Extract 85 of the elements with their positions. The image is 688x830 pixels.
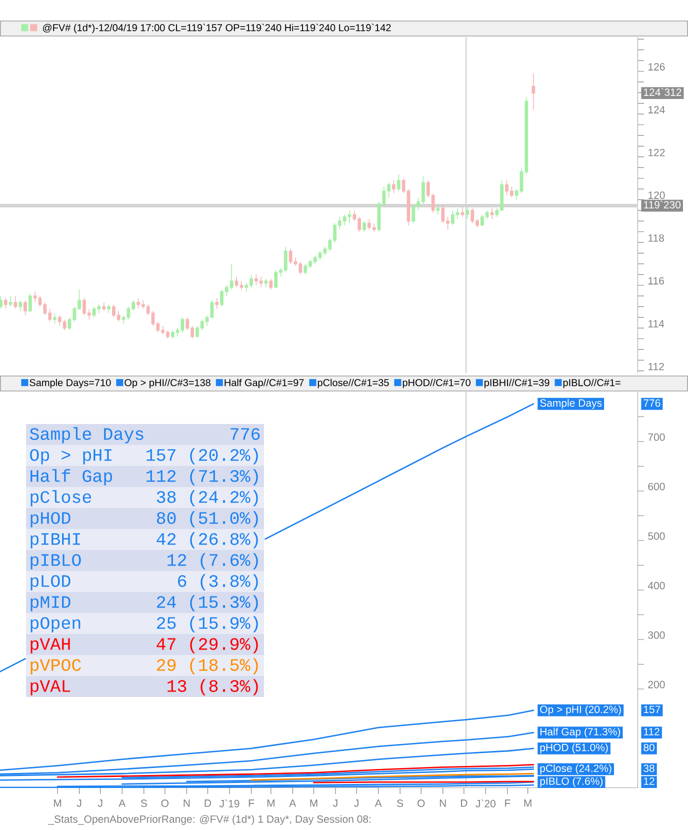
text: 157 bbox=[644, 706, 660, 714]
annotation: pVAH bbox=[30, 638, 70, 654]
x-tick-label: M bbox=[310, 800, 318, 807]
y-tick-label: 124 bbox=[648, 106, 665, 114]
annotation: 80 (51.0%) bbox=[156, 511, 258, 528]
annotation: pHOD bbox=[30, 512, 70, 528]
text: 80 bbox=[644, 744, 654, 752]
annotation: pIBLO bbox=[30, 554, 81, 570]
text: 38 bbox=[644, 764, 654, 772]
x-tick-label: A bbox=[374, 800, 382, 807]
x-tick-label: M bbox=[524, 800, 532, 807]
y-tick-label: 114 bbox=[648, 320, 664, 328]
x-tick-label: N bbox=[440, 800, 446, 807]
annotation: pClose bbox=[30, 490, 92, 506]
annotation: 38 (24.2%) bbox=[156, 490, 258, 506]
y-tick-label: 400 bbox=[648, 582, 665, 590]
annotation: 13 (8.3%) bbox=[168, 679, 258, 696]
annotation: 12 (7.6%) bbox=[168, 553, 258, 570]
y-tick-label: 200 bbox=[648, 680, 665, 688]
annotation: Op > pHI bbox=[30, 449, 112, 464]
annotation: 42 (26.8%) bbox=[156, 532, 258, 548]
text: 124`312 bbox=[644, 88, 682, 96]
text: 12 bbox=[644, 777, 654, 785]
chart-title: @FV# (1d*)-12/04/19 17:00 CL=119`157 OP=119`240 Hi=119`240 Lo=119`142 bbox=[42, 24, 391, 34]
text: pClose//C#1=35 bbox=[318, 378, 389, 388]
annotation: 157 (20.2%) bbox=[146, 448, 258, 464]
text: pIBHI//C#1=39 bbox=[484, 378, 550, 388]
x-tick-label: M bbox=[54, 800, 62, 807]
series-label: Sample Days bbox=[540, 399, 602, 409]
y-tick-label: 116 bbox=[648, 277, 664, 285]
annotation: Sample Days bbox=[30, 427, 144, 444]
x-tick-label: N bbox=[184, 800, 190, 807]
legend-label: Op > pHI (20.2%) bbox=[540, 705, 621, 716]
text: Op > pHI//C#3=138 bbox=[124, 378, 210, 388]
annotation: 776 bbox=[230, 428, 260, 440]
text: _Stats_OpenAbovePriorRange: @FV# (1d*) 1 Day*, Day Session 08: bbox=[48, 815, 370, 825]
annotation: 29 (18.5%) bbox=[157, 658, 258, 674]
text: pHOD//C#1=70 bbox=[402, 378, 470, 388]
y-tick-label: 118 bbox=[648, 234, 664, 242]
series-label: pHOD (51.0%) bbox=[540, 744, 608, 754]
annotation: pOpen bbox=[30, 617, 80, 632]
y-tick-label: 120 bbox=[648, 192, 665, 199]
x-tick-label: J bbox=[333, 800, 338, 807]
x-tick-label: S bbox=[397, 800, 404, 807]
y-tick-label: 600 bbox=[648, 482, 665, 490]
annotation: Half Gap bbox=[30, 469, 112, 486]
x-tick-label: O bbox=[418, 800, 425, 807]
text: Sample Days=710 bbox=[30, 378, 111, 388]
x-tick-label: J`20 bbox=[476, 800, 496, 808]
x-tick-label: J`19 bbox=[219, 800, 240, 808]
x-tick-label: M bbox=[267, 800, 274, 807]
y-tick-label: 112 bbox=[648, 362, 664, 370]
series-label: pClose (24.2%) bbox=[540, 764, 612, 774]
annotation: pVPOC bbox=[30, 659, 81, 674]
y-tick-label: 126 bbox=[648, 63, 665, 71]
x-tick-label: S bbox=[140, 800, 147, 807]
annotation: 25 (15.9%) bbox=[157, 616, 258, 632]
x-tick-label: A bbox=[118, 800, 126, 807]
x-tick-label: F bbox=[505, 800, 510, 807]
x-tick-label: F bbox=[248, 800, 254, 807]
x-tick-label: O bbox=[161, 800, 169, 807]
annotation: pVAL bbox=[30, 680, 70, 696]
legend-label: Half Gap (71.3%) bbox=[540, 728, 620, 738]
x-tick-label: J bbox=[76, 800, 82, 807]
y-tick-label: 300 bbox=[648, 631, 665, 639]
y-tick-label: 122 bbox=[648, 148, 665, 156]
annotation: 6 (3.8%) bbox=[178, 574, 258, 590]
x-tick-label: J bbox=[98, 800, 102, 807]
y-tick-label: 700 bbox=[648, 433, 665, 441]
x-tick-label: A bbox=[289, 800, 296, 807]
text: Half Gap//C#1=97 bbox=[224, 378, 304, 388]
annotation: 47 (29.9%) bbox=[156, 637, 258, 654]
text: pIBLO//C#1= bbox=[563, 378, 620, 388]
annotation: 112 (71.3%) bbox=[146, 469, 258, 486]
annotation: 24 (15.3%) bbox=[157, 595, 258, 612]
x-tick-label: D bbox=[461, 800, 468, 807]
text: 776 bbox=[644, 399, 660, 407]
x-tick-label: D bbox=[204, 800, 212, 807]
series-label: pIBLO (7.6%) bbox=[540, 777, 603, 787]
annotation: pMID bbox=[30, 596, 70, 612]
text: 119`230 bbox=[644, 200, 681, 208]
y-tick-label: 500 bbox=[648, 532, 665, 540]
annotation: pIBHI bbox=[30, 533, 80, 548]
x-tick-label: J bbox=[354, 800, 358, 807]
annotation: pLOD bbox=[30, 575, 70, 590]
